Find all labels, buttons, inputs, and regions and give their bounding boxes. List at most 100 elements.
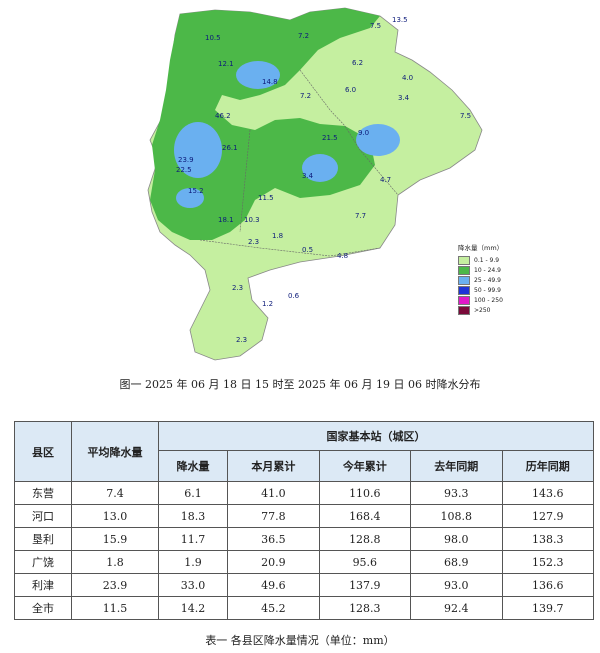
station-value-label: 7.5 — [370, 22, 381, 30]
station-value-cell: 128.8 — [318, 527, 412, 551]
station-value-cell: 138.3 — [501, 527, 595, 551]
station-value-label: 4.8 — [337, 252, 348, 260]
legend-swatch — [458, 255, 470, 265]
station-value-cell: 136.6 — [501, 573, 595, 597]
station-value-cell: 6.1 — [157, 481, 229, 505]
station-value-cell: 18.3 — [157, 504, 229, 528]
station-value-label: 21.5 — [322, 134, 338, 142]
map-zone-25-50-b — [174, 122, 222, 178]
station-value-label: 9.0 — [358, 129, 369, 137]
legend-label: 100 - 250 — [474, 296, 503, 304]
station-value-cell: 95.6 — [318, 550, 412, 574]
station-value-cell: 108.8 — [410, 504, 503, 528]
county-boundary — [199, 239, 381, 257]
header-station-group: 国家基本站（城区） — [158, 421, 594, 451]
station-value-label: 7.2 — [300, 92, 311, 100]
station-value-label: 7.2 — [298, 32, 309, 40]
county-cell: 河口 — [14, 504, 72, 528]
county-cell: 广饶 — [14, 550, 72, 574]
rainfall-table: 县区 平均降水量 国家基本站（城区） 降水量 本月累计 今年累计 去年同期 历年… — [14, 421, 595, 620]
station-value-cell: 1.9 — [157, 550, 229, 574]
map-zone-10-25 — [150, 8, 380, 240]
station-value-cell: 92.4 — [410, 596, 503, 620]
station-value-cell: 36.5 — [227, 527, 320, 551]
station-value-cell: 33.0 — [157, 573, 229, 597]
station-value-cell: 77.8 — [227, 504, 320, 528]
county-boundary — [299, 69, 399, 196]
station-value-label: 11.5 — [258, 194, 274, 202]
table-caption: 表一 各县区降水量情况（单位：mm） — [205, 634, 395, 647]
header-sub-year: 今年累计 — [318, 450, 412, 482]
legend-title: 降水量（mm） — [458, 244, 504, 252]
station-value-label: 2.3 — [232, 284, 243, 292]
average-cell: 15.9 — [71, 527, 159, 551]
legend-label: 0.1 - 9.9 — [474, 256, 500, 264]
header-average: 平均降水量 — [71, 421, 159, 482]
legend-swatch — [458, 265, 470, 275]
average-cell: 7.4 — [71, 481, 159, 505]
average-cell: 1.8 — [71, 550, 159, 574]
average-cell: 13.0 — [71, 504, 159, 528]
station-value-cell: 152.3 — [501, 550, 595, 574]
map-zone-25-50-d — [176, 188, 204, 208]
legend-label: >250 — [474, 306, 491, 314]
table-row: 广饶 1.8 1.9 20.9 95.6 68.9 152.3 — [14, 550, 595, 574]
station-value-label: 7.7 — [355, 212, 366, 220]
table-row: 全市 11.5 14.2 45.2 128.3 92.4 139.7 — [14, 596, 595, 620]
station-value-cell: 68.9 — [410, 550, 503, 574]
table-row: 东营 7.4 6.1 41.0 110.6 93.3 143.6 — [14, 481, 595, 505]
table-row: 垦利 15.9 11.7 36.5 128.8 98.0 138.3 — [14, 527, 595, 551]
legend-item: 100 - 250 — [458, 295, 530, 305]
station-value-label: 6.0 — [345, 86, 356, 94]
station-value-cell: 20.9 — [227, 550, 320, 574]
station-value-cell: 127.9 — [501, 504, 595, 528]
legend-item: >250 — [458, 305, 530, 315]
station-value-cell: 49.6 — [227, 573, 320, 597]
station-value-label: 7.5 — [460, 112, 471, 120]
station-value-label: 6.2 — [352, 59, 363, 67]
map-legend: 降水量（mm） 0.1 - 9.9 10 - 24.9 25 - 49.9 50 - … — [458, 242, 530, 315]
station-value-label: 1.8 — [272, 232, 283, 240]
station-value-label: 13.5 — [392, 16, 408, 24]
legend-item: 0.1 - 9.9 — [458, 255, 530, 265]
rainfall-map: 10.5 7.2 7.5 13.5 6.2 4.0 12.1 3.4 6.0 14.8 7.2 7.5… — [147, 7, 530, 361]
station-value-label: 46.2 — [215, 112, 231, 120]
station-value-label: 4.7 — [380, 176, 391, 184]
station-value-label: 15.2 — [188, 187, 204, 195]
county-boundary — [239, 129, 251, 233]
station-value-cell: 11.7 — [157, 527, 229, 551]
legend-label: 50 - 99.9 — [474, 286, 501, 294]
station-value-label: 18.1 — [218, 216, 234, 224]
map-zone-25-50-a — [236, 61, 280, 89]
station-value-cell: 143.6 — [501, 481, 595, 505]
county-cell: 垦利 — [14, 527, 72, 551]
county-cell: 东营 — [14, 481, 72, 505]
station-value-label: 2.3 — [236, 336, 247, 344]
average-cell: 23.9 — [71, 573, 159, 597]
station-value-label: 10.3 — [244, 216, 260, 224]
map-zone-25-50-e — [356, 124, 400, 156]
station-value-label: 12.1 — [218, 60, 234, 68]
station-value-label: 3.4 — [302, 172, 314, 180]
station-value-label: 4.0 — [402, 74, 413, 82]
station-value-label: 14.8 — [262, 78, 278, 86]
station-value-label: 0.6 — [288, 292, 300, 300]
station-value-cell: 93.3 — [410, 481, 503, 505]
station-value-cell: 45.2 — [227, 596, 320, 620]
legend-item: 50 - 99.9 — [458, 285, 530, 295]
county-cell: 全市 — [14, 596, 72, 620]
station-value-label: 22.5 — [176, 166, 192, 174]
county-cell: 利津 — [14, 573, 72, 597]
figure-caption: 图一 2025 年 06 月 18 日 15 时至 2025 年 06 月 19… — [119, 378, 481, 391]
legend-swatch — [458, 285, 470, 295]
header-sub-rain: 降水量 — [157, 450, 229, 482]
legend-item: 25 - 49.9 — [458, 275, 530, 285]
rainfall-map-svg: 10.5 7.2 7.5 13.5 6.2 4.0 12.1 3.4 6.0 14.8 7.2 7.5… — [147, 7, 483, 361]
station-value-label: 0.5 — [302, 246, 313, 254]
legend-label: 25 - 49.9 — [474, 276, 501, 284]
station-value-cell: 110.6 — [318, 481, 412, 505]
header-sub-lastyear: 去年同期 — [410, 450, 503, 482]
table-row: 河口 13.0 18.3 77.8 168.4 108.8 127.9 — [14, 504, 595, 528]
header-county: 县区 — [14, 421, 72, 482]
legend-item: 10 - 24.9 — [458, 265, 530, 275]
